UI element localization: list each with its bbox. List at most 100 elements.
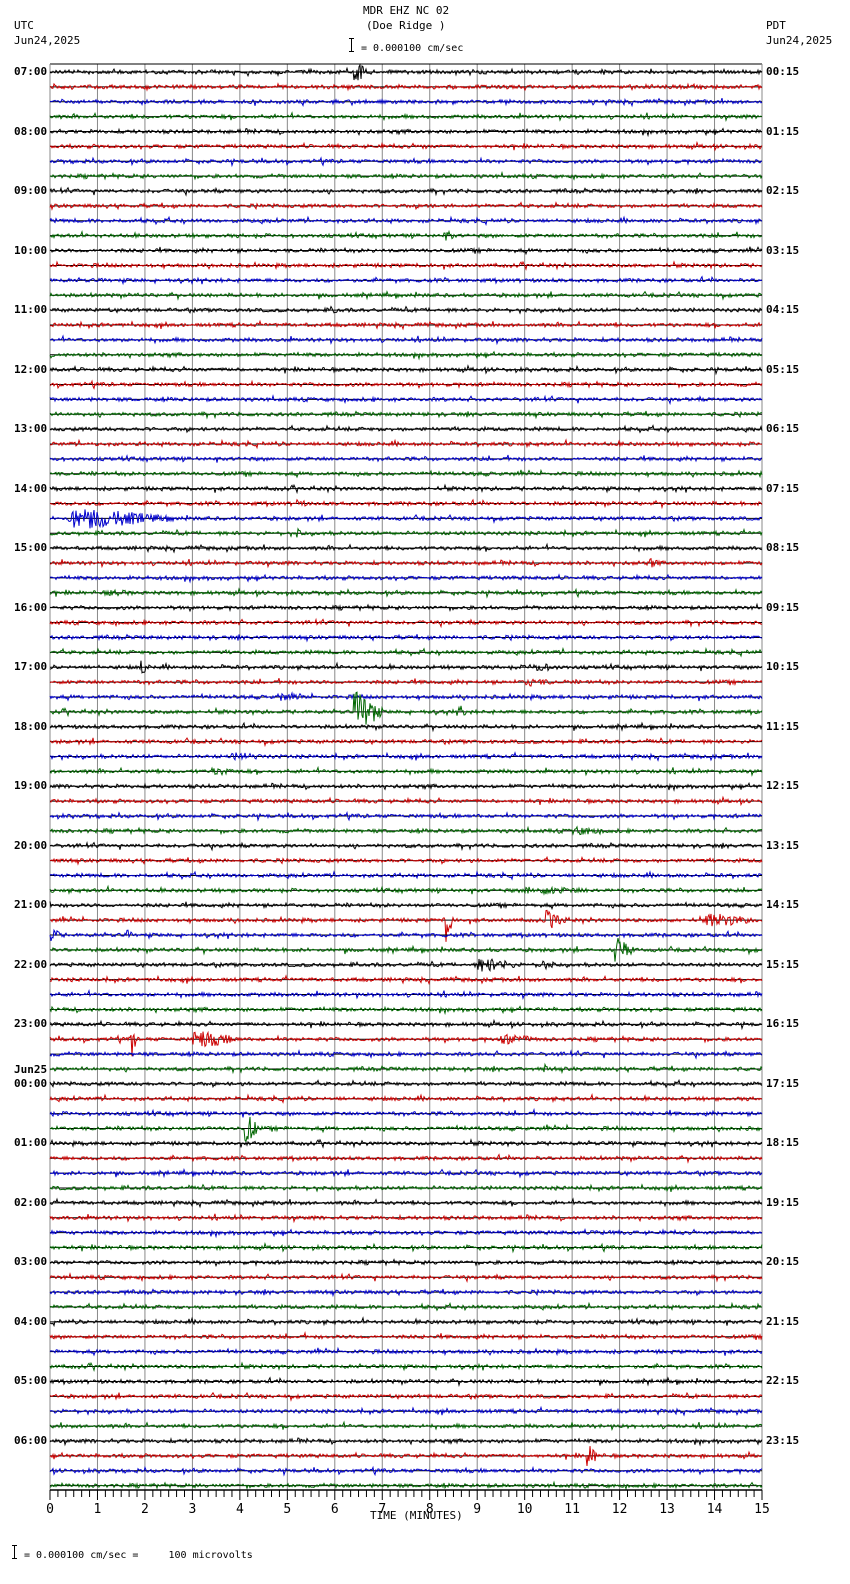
utc-time-label: 19:00 xyxy=(14,779,48,793)
trace xyxy=(49,1480,763,1491)
utc-time-label: 05:00 xyxy=(14,1374,48,1388)
trace xyxy=(49,825,763,836)
trace xyxy=(49,928,763,942)
pdt-time-label: 07:15 xyxy=(766,481,800,495)
x-tick-label: 14 xyxy=(707,1502,723,1517)
trace xyxy=(49,660,763,674)
trace xyxy=(49,617,763,629)
trace xyxy=(49,63,763,81)
trace xyxy=(49,1030,763,1057)
x-tick-label: 0 xyxy=(46,1502,54,1517)
pdt-time-label: 11:15 xyxy=(766,719,800,733)
trace xyxy=(49,1005,763,1016)
utc-time-label: 18:00 xyxy=(14,719,48,733)
trace xyxy=(49,840,763,852)
footer-scale-cap-bottom xyxy=(12,1558,17,1559)
trace xyxy=(49,186,763,197)
utc-time-label: 07:00 xyxy=(14,65,48,78)
left-date: Jun24,2025 xyxy=(14,34,81,47)
utc-time-label: 06:00 xyxy=(14,1433,48,1447)
trace xyxy=(49,1197,763,1209)
trace xyxy=(49,1183,763,1193)
x-axis-label: TIME (MINUTES) xyxy=(370,1509,463,1522)
trace xyxy=(49,557,763,569)
trace xyxy=(49,364,763,376)
utc-time-label: 02:00 xyxy=(14,1195,48,1209)
trace xyxy=(49,468,763,479)
trace xyxy=(49,1346,763,1357)
utc-time-label: 16:00 xyxy=(14,600,48,614)
pdt-time-label: 00:15 xyxy=(766,65,800,78)
x-tick-label: 8 xyxy=(426,1502,434,1517)
pdt-time-label: 08:15 xyxy=(766,541,800,555)
utc-time-label: 14:00 xyxy=(14,481,48,495)
trace xyxy=(49,1301,763,1312)
trace xyxy=(49,974,763,986)
trace xyxy=(49,1258,763,1268)
utc-time-label: 20:00 xyxy=(14,838,48,852)
trace xyxy=(49,1107,763,1118)
trace xyxy=(49,1391,763,1402)
trace xyxy=(49,82,763,92)
utc-time-label: 23:00 xyxy=(14,1017,48,1031)
trace xyxy=(49,1213,763,1224)
trace xyxy=(49,647,763,658)
footer-scale-cap-top xyxy=(12,1545,17,1546)
trace xyxy=(49,1437,763,1447)
utc-time-label: 22:00 xyxy=(14,957,48,971)
trace xyxy=(49,260,763,271)
trace xyxy=(49,1331,763,1341)
trace xyxy=(49,1446,763,1466)
utc-time-label: 00:00 xyxy=(14,1076,48,1090)
trace xyxy=(49,1116,763,1143)
pdt-time-label: 04:15 xyxy=(766,303,800,317)
trace xyxy=(49,1361,763,1372)
trace xyxy=(49,810,763,822)
pdt-time-label: 05:15 xyxy=(766,362,800,376)
footer-scale-bar-icon xyxy=(14,1545,15,1559)
trace xyxy=(49,782,763,792)
trace xyxy=(49,334,763,346)
trace xyxy=(49,1288,763,1298)
pdt-time-label: 12:15 xyxy=(766,779,800,793)
trace xyxy=(49,1405,763,1417)
x-tick-label: 9 xyxy=(473,1502,481,1517)
x-tick-label: 13 xyxy=(659,1502,675,1517)
pdt-time-label: 14:15 xyxy=(766,898,800,912)
trace xyxy=(49,111,763,123)
trace xyxy=(49,691,763,725)
pdt-time-label: 17:15 xyxy=(766,1076,800,1090)
trace xyxy=(49,587,763,599)
x-tick-label: 10 xyxy=(517,1502,533,1517)
trace xyxy=(49,319,763,331)
trace xyxy=(49,721,763,733)
trace xyxy=(49,483,763,495)
pdt-time-label: 22:15 xyxy=(766,1374,800,1388)
right-timezone: PDT xyxy=(766,19,786,32)
trace xyxy=(49,1062,763,1075)
x-tick-label: 11 xyxy=(564,1502,580,1517)
trace xyxy=(49,438,762,450)
trace xyxy=(49,751,763,762)
trace xyxy=(49,350,763,361)
trace xyxy=(49,97,763,108)
pdt-time-label: 06:15 xyxy=(766,422,800,436)
trace xyxy=(49,633,763,643)
trace xyxy=(49,290,763,301)
trace xyxy=(49,229,763,241)
utc-time-label: 09:00 xyxy=(14,184,48,198)
trace xyxy=(49,737,763,748)
x-tick-label: 12 xyxy=(612,1502,628,1517)
trace xyxy=(49,901,763,911)
trace xyxy=(49,201,763,211)
x-tick-label: 1 xyxy=(94,1502,102,1517)
trace xyxy=(49,379,763,390)
pdt-time-label: 03:15 xyxy=(766,243,800,257)
pdt-time-label: 18:15 xyxy=(766,1136,800,1150)
trace xyxy=(49,1241,763,1254)
trace xyxy=(49,215,763,227)
pdt-time-label: 09:15 xyxy=(766,600,800,614)
scale-bar-cap-bottom xyxy=(349,51,354,52)
pdt-time-label: 02:15 xyxy=(766,184,800,198)
trace xyxy=(49,156,763,168)
